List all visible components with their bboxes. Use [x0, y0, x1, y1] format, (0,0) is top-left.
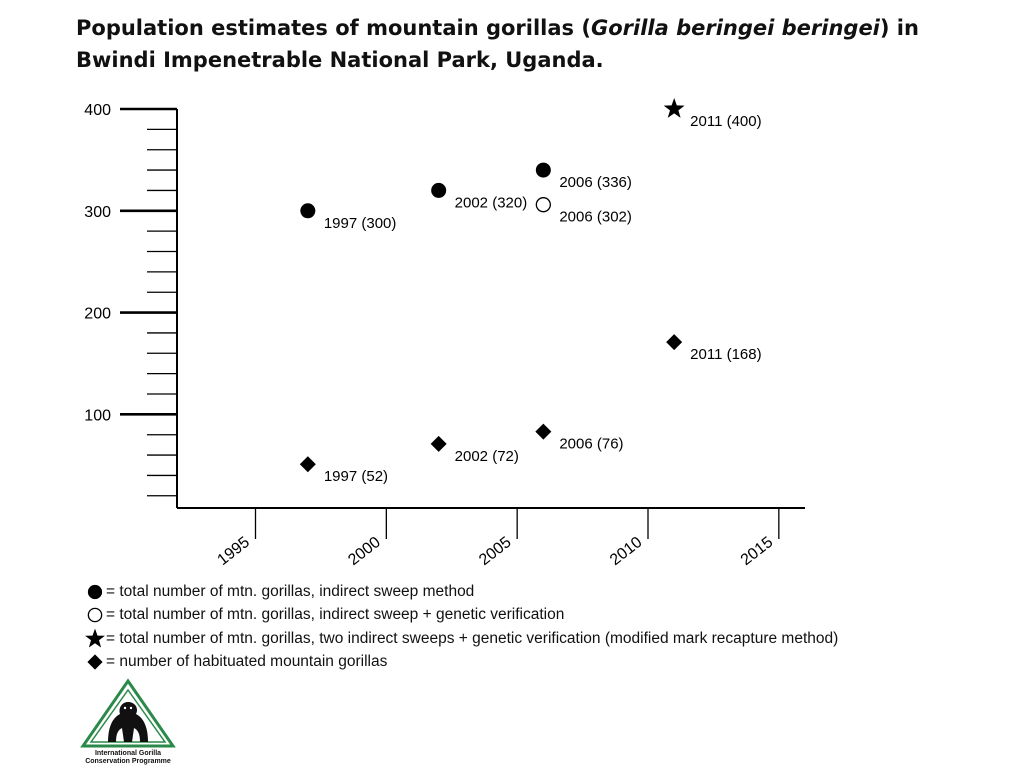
diamond-point — [430, 435, 447, 452]
chart-title: Population estimates of mountain gorilla… — [76, 12, 976, 76]
diamond-point — [535, 423, 552, 440]
data-label: 2011 (168) — [690, 346, 761, 363]
legend-text: = total number of mtn. gorillas, indirec… — [106, 582, 475, 600]
data-label: 2006 (76) — [559, 436, 623, 453]
title-part-1: Population estimates of mountain gorilla… — [76, 16, 591, 40]
legend: = total number of mtn. gorillas, indirec… — [84, 580, 838, 674]
open-circle-legend-icon — [87, 607, 103, 623]
legend-item: = total number of mtn. gorillas, indirec… — [84, 604, 838, 628]
chart: 100 200 300 400 1995 2000 2005 2010 2015 1997 (30… — [84, 98, 805, 569]
star-legend-marker — [85, 628, 105, 648]
filled-circle-point — [300, 203, 316, 219]
x-tick-label: 1995 — [214, 534, 253, 569]
data-label: 2002 (320) — [455, 194, 528, 211]
x-tick-label: 2015 — [738, 534, 777, 569]
open-circle-point — [535, 197, 551, 213]
legend-text: = number of habituated mountain gorillas — [106, 653, 388, 671]
legend-text: = total number of mtn. gorillas, indirec… — [106, 606, 565, 624]
data-label: 2002 (72) — [455, 448, 519, 465]
y-tick-label: 200 — [84, 306, 111, 323]
data-label: 2011 (400) — [690, 113, 761, 130]
data-label: 2006 (336) — [559, 174, 632, 191]
y-tick-label: 300 — [84, 204, 111, 221]
y-tick-label: 100 — [84, 407, 111, 424]
legend-text: = total number of mtn. gorillas, two ind… — [106, 629, 839, 647]
legend-item: = total number of mtn. gorillas, indirec… — [84, 580, 838, 604]
filled-circle-legend-icon — [87, 584, 103, 599]
open-circle-legend-marker — [87, 607, 103, 623]
logo-text: International Gorilla Conservation Progr… — [85, 750, 171, 765]
legend-item: = total number of mtn. gorillas, two ind… — [84, 627, 838, 651]
diamond-legend-icon — [87, 654, 103, 670]
diamond-point — [299, 456, 316, 473]
x-tick-label: 2000 — [345, 534, 384, 569]
data-label: 1997 (300) — [324, 215, 397, 232]
title-species: Gorilla beringei beringei — [590, 16, 880, 40]
filled-circle-point — [535, 162, 551, 178]
x-tick-label: 2005 — [476, 534, 515, 569]
diamond-point — [666, 334, 683, 351]
gorilla-triangle-logo-icon — [80, 678, 176, 748]
igcp-logo: International Gorilla Conservation Progr… — [78, 678, 178, 768]
title-part-2: ) in Bwindi Impenetrable National Park, … — [76, 16, 919, 72]
legend-item: = number of habituated mountain gorillas — [84, 651, 838, 675]
diamond-legend-marker — [87, 654, 103, 670]
data-label: 2006 (302) — [559, 209, 632, 226]
filled-circle-legend-marker — [87, 584, 103, 599]
y-tick-label: 400 — [84, 102, 111, 119]
star-legend-icon — [85, 628, 105, 648]
data-label: 1997 (52) — [324, 468, 388, 485]
filled-circle-point — [431, 182, 447, 198]
star-point — [663, 98, 685, 118]
x-tick-label: 2010 — [607, 534, 646, 569]
